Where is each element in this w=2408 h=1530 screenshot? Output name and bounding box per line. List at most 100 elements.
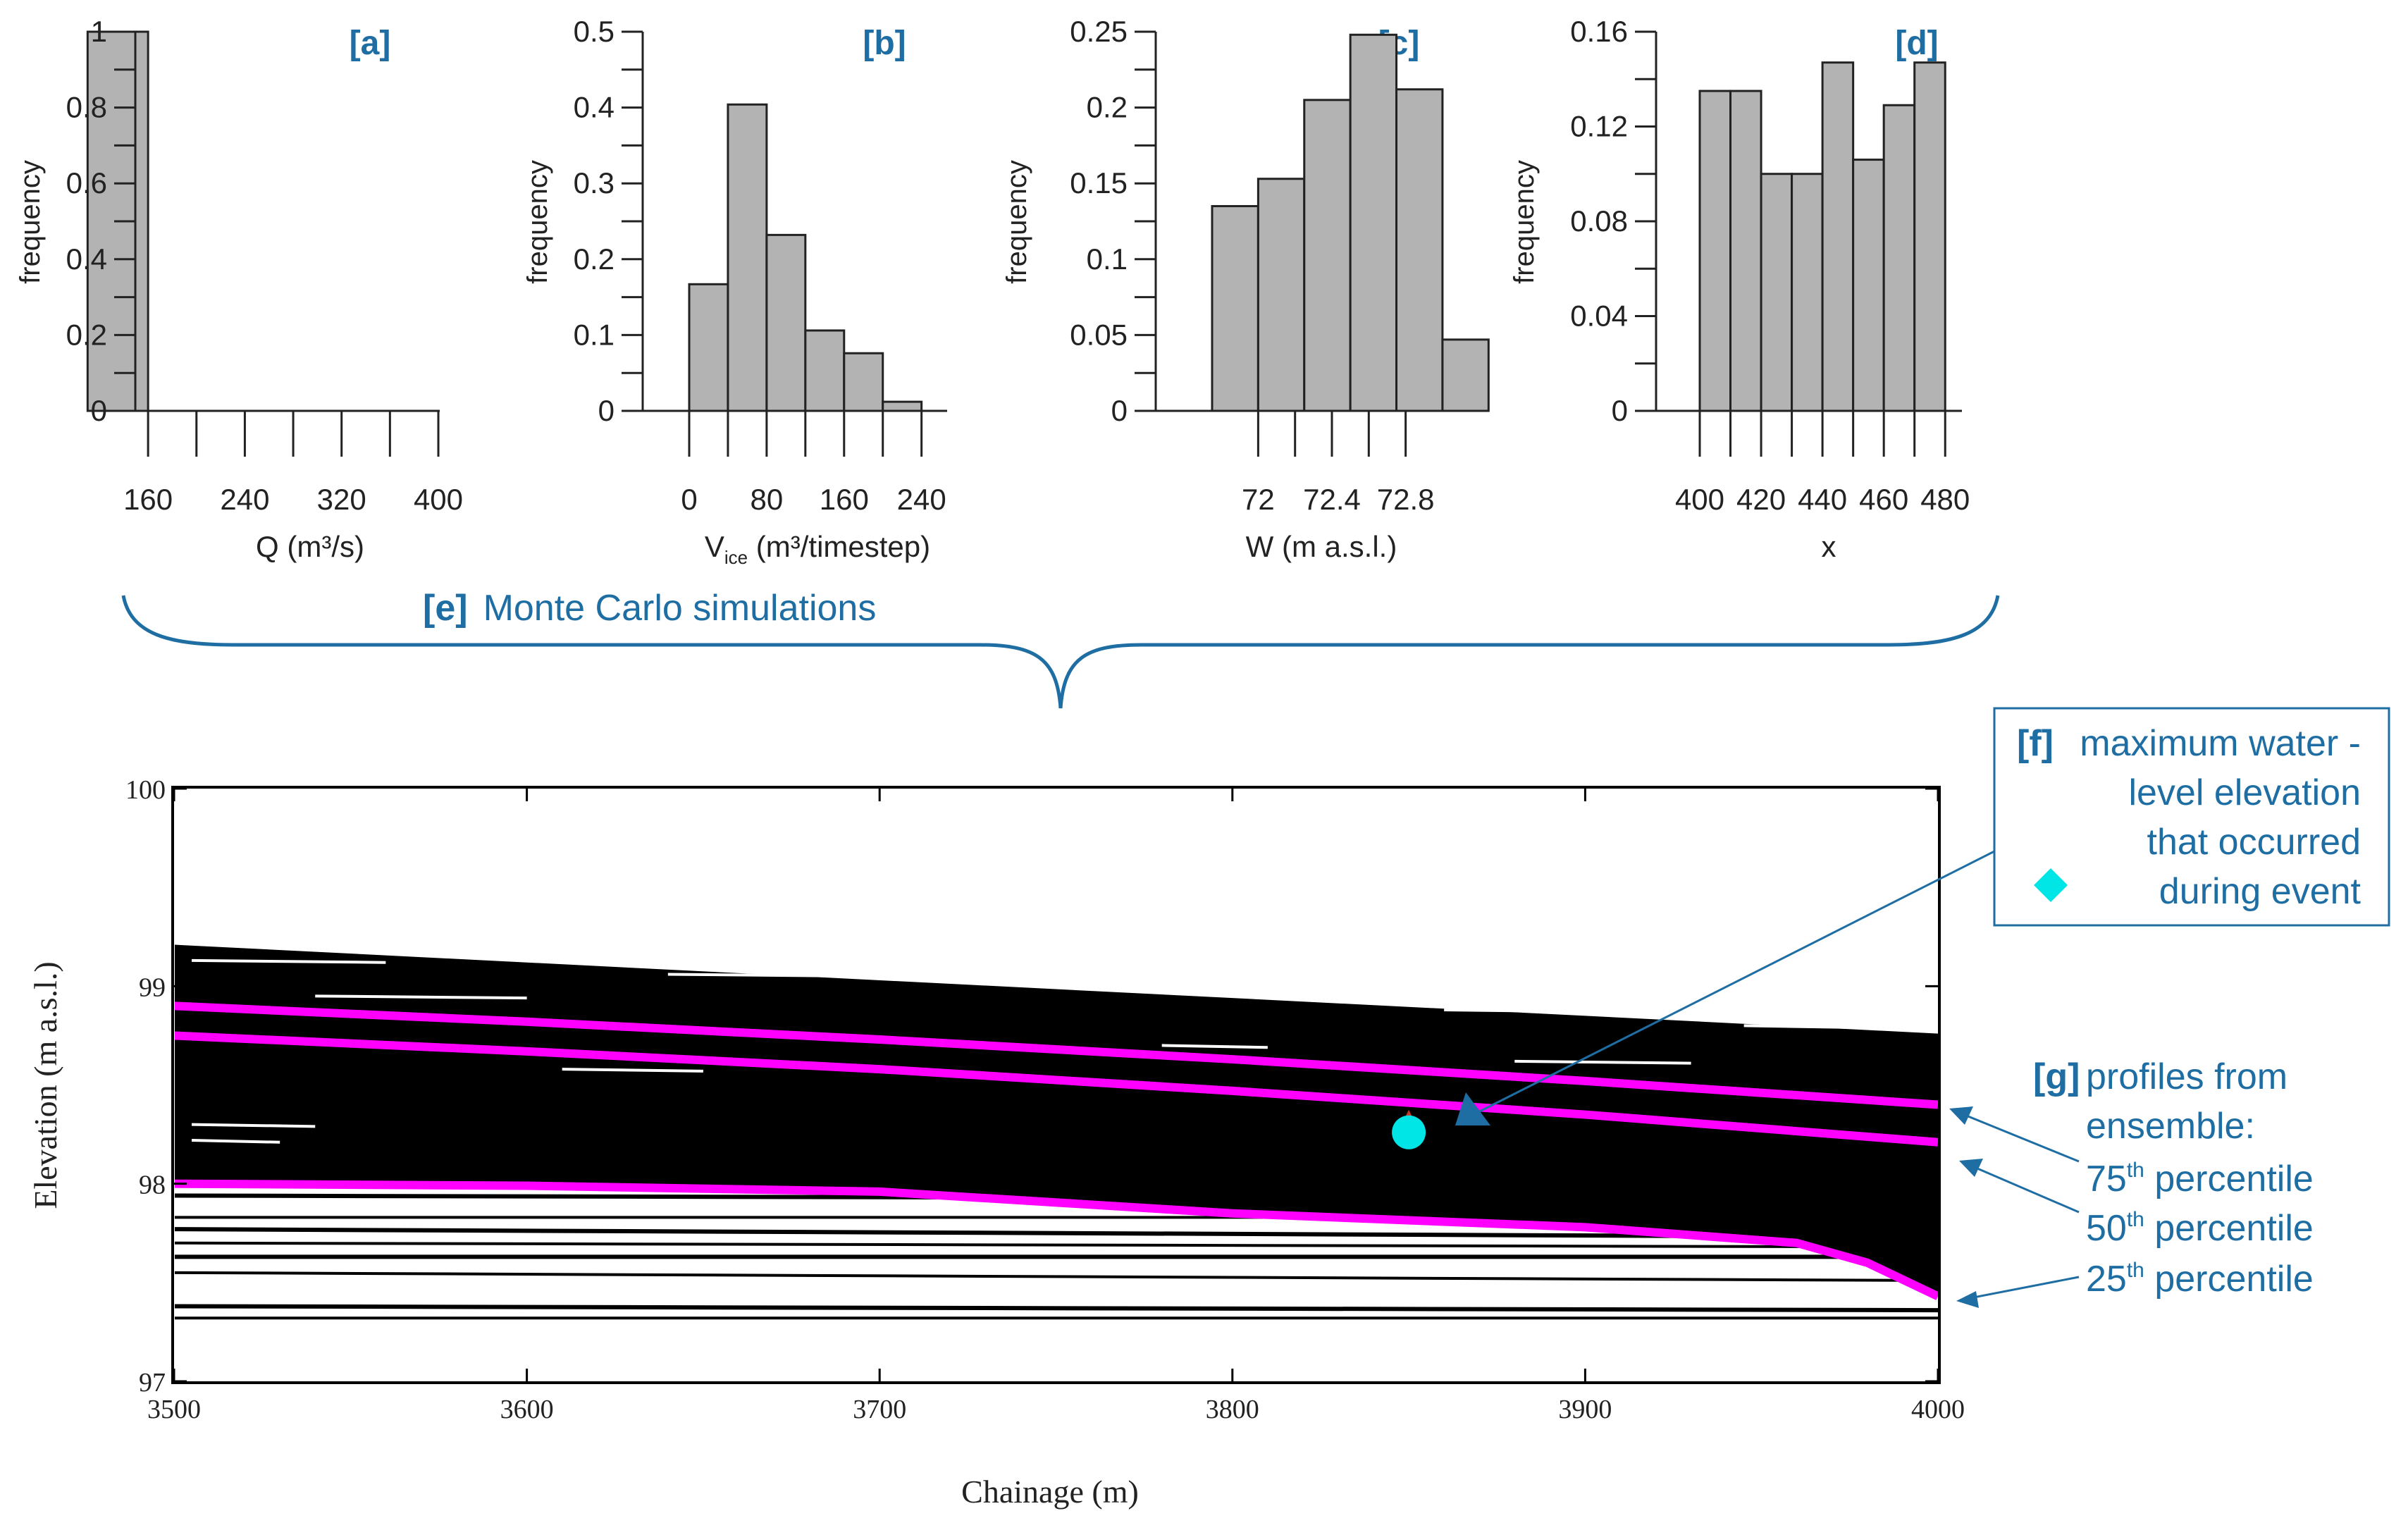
pct-50-text: percentile [2144, 1208, 2314, 1249]
hist-xtick-label: 480 [1920, 483, 1970, 516]
annotation-f-arrowhead [1455, 1092, 1490, 1125]
hist-bar [1760, 173, 1793, 412]
main-xtick-label: 3700 [853, 1395, 906, 1424]
hist-bar [1821, 61, 1855, 412]
hist-ytick-label: 0.4 [66, 242, 107, 276]
ensemble-profile-line [175, 1304, 1938, 1313]
histogram-a: [a] frequency Q (m³/s) 0 0.2 0.4 0.6 0.8 1 160… [15, 15, 463, 563]
panel-d-tag: [d] [1895, 25, 1938, 62]
hist-ytick-label: 0 [1612, 394, 1628, 427]
ensemble-band [175, 944, 1938, 1293]
hist-xtick-label: 240 [220, 483, 269, 516]
annotation-g-tag: [g] [2033, 1056, 2080, 1097]
hist-xtick-label: 72.4 [1303, 483, 1361, 516]
hist-b-xlabel-main: V [705, 530, 724, 563]
observed-max-marker [1392, 1115, 1426, 1149]
hist-xtick-label: 400 [1675, 483, 1724, 516]
pct-75-text: percentile [2144, 1159, 2314, 1199]
main-ytick-label: 99 [139, 973, 166, 1002]
hist-bar [1441, 338, 1490, 412]
hist-a-xlabel: Q (m³/s) [256, 530, 364, 563]
histogram-b: [b] frequency Vice (m³/timestep) 0 0.1 0.2… [522, 15, 947, 568]
pct-75-sup: th [2127, 1159, 2144, 1182]
hist-ytick-label: 0.12 [1570, 110, 1628, 143]
arrow-25th-shaft [1965, 1276, 2080, 1300]
hist-xtick-label: 460 [1859, 483, 1908, 516]
histogram-c: [c] frequency W (m a.s.l.) 00.050.10.150… [1001, 15, 1490, 563]
hist-xtick-label: 160 [123, 483, 173, 516]
hist-ytick-label: 0.2 [574, 242, 615, 276]
main-ytick-label: 98 [139, 1171, 166, 1200]
ensemble-gap [1444, 1008, 1603, 1013]
annotation-f-leader [1458, 850, 1995, 1123]
main-plot-area [175, 944, 1938, 1320]
pct-25-text: percentile [2144, 1259, 2314, 1300]
hist-bar [727, 103, 768, 412]
ensemble-gap [1743, 1024, 1867, 1030]
hist-ytick-label: 0.04 [1570, 300, 1628, 333]
hist-a-ylabel: frequency [15, 160, 46, 284]
main-ylabel: Elevation (m a.s.l.) [27, 961, 63, 1209]
hist-c-xlabel: W (m a.s.l.) [1246, 530, 1397, 563]
annotation-g-line-2: ensemble: [2086, 1106, 2255, 1147]
pct-25-sup: th [2127, 1259, 2144, 1282]
monte-carlo-bracket: [e] Monte Carlo simulations [121, 588, 2000, 709]
arrow-50th-shaft [1967, 1163, 2080, 1214]
hist-ytick-label: 0.05 [1070, 318, 1128, 351]
annotation-g-25th: 25th percentile [2086, 1259, 2314, 1300]
hist-bar [765, 233, 807, 412]
hist-ytick-label: 0 [91, 394, 107, 427]
main-axis-ticks: 3500 3600 3700 3800 3900 4000 97 98 99 100 [125, 775, 1965, 1424]
hist-bar [1211, 204, 1259, 412]
ensemble-gap [667, 973, 880, 978]
panel-d-letter: d [1906, 25, 1927, 62]
annotation-g-50th: 50th percentile [2086, 1208, 2314, 1249]
annotation-f-line-3: that occurred [2147, 822, 2361, 863]
hist-xtick-label: 80 [751, 483, 784, 516]
hist-bar [1395, 88, 1444, 412]
hist-bar [1882, 104, 1916, 412]
ensemble-gap [950, 980, 1092, 986]
hist-xtick-label: 440 [1798, 483, 1847, 516]
ensemble-profile-line [175, 1241, 1938, 1249]
hist-ytick-label: 0.2 [1087, 91, 1128, 124]
hist-bar [1852, 159, 1885, 412]
hist-d-ylabel: frequency [1509, 160, 1540, 284]
hist-ytick-label: 0.15 [1070, 166, 1128, 199]
annotation-g: [g] profiles from ensemble: 75th percent… [1949, 1056, 2314, 1308]
ensemble-gap [1514, 1059, 1691, 1065]
ensemble-profile-line [175, 1142, 1938, 1150]
hist-ytick-label: 0.1 [1087, 242, 1128, 276]
ensemble-gap [562, 1068, 703, 1073]
hist-bar [843, 352, 884, 412]
hist-ytick-label: 0.08 [1570, 204, 1628, 237]
arrow-75th-head [1949, 1106, 1973, 1125]
hist-b-xlabel-sub: ice [724, 547, 748, 568]
hist-bar [882, 400, 923, 412]
hist-bar [688, 283, 729, 412]
hist-xtick-label: 320 [317, 483, 366, 516]
bracket-tag: [e] [423, 588, 468, 629]
pct-50-num: 50 [2086, 1208, 2127, 1249]
hist-ytick-label: 0.1 [574, 318, 615, 351]
hist-bar [1913, 61, 1946, 412]
pct-25-num: 25 [2086, 1259, 2127, 1300]
annotation-g-line-1: profiles from [2086, 1056, 2287, 1097]
main-xtick-label: 3900 [1558, 1395, 1612, 1424]
hist-b-ylabel: frequency [522, 160, 553, 284]
hist-bar [1698, 90, 1732, 412]
elevation-profile-chart: 3500 3600 3700 3800 3900 4000 97 98 99 100 Chaina… [27, 775, 1965, 1510]
cyan-diamond-legend-icon [2034, 868, 2068, 902]
hist-ytick-label: 0.3 [574, 166, 615, 199]
hist-xtick-label: 160 [820, 483, 869, 516]
hist-ytick-label: 0.8 [66, 91, 107, 124]
ensemble-profile-line [175, 1193, 1938, 1202]
arrow-50th-head [1959, 1159, 1983, 1177]
pct-50-sup: th [2127, 1208, 2144, 1231]
bracket-label: [e] Monte Carlo simulations [423, 588, 876, 629]
hist-bar [1303, 99, 1352, 412]
hist-xtick-label: 240 [897, 483, 946, 516]
main-xtick-label: 3800 [1206, 1395, 1259, 1424]
